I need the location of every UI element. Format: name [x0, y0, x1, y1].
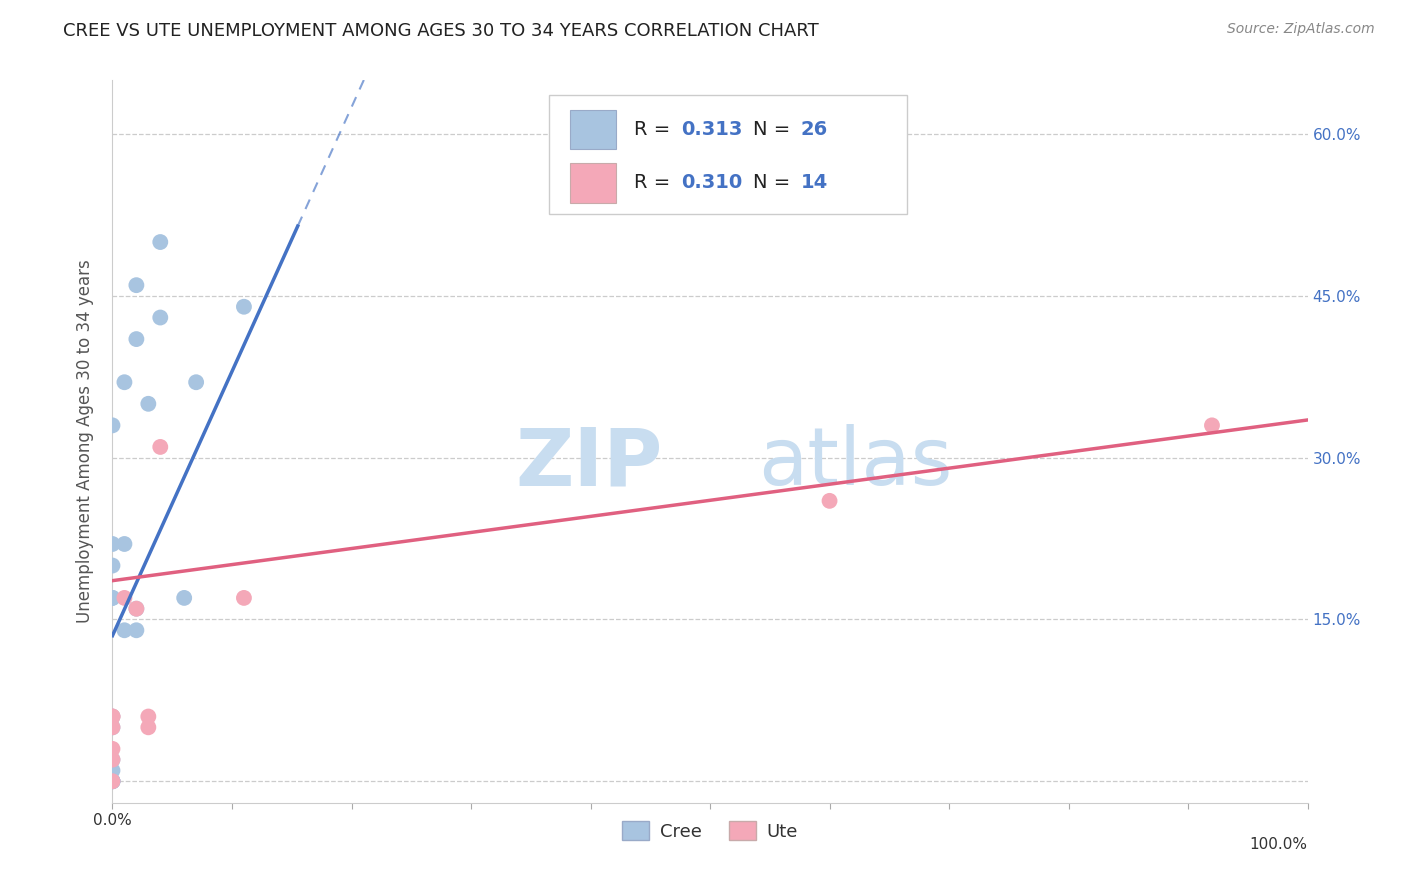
Point [138, 397, 160, 411]
Text: 0.310: 0.310 [682, 173, 742, 193]
Point [101, 709, 124, 723]
Text: R =: R = [634, 120, 676, 139]
Point [101, 753, 124, 767]
Point [125, 332, 148, 346]
Point [125, 601, 148, 615]
Point [101, 537, 124, 551]
Text: atlas: atlas [758, 425, 952, 502]
Text: N =: N = [754, 173, 797, 193]
FancyBboxPatch shape [571, 110, 616, 149]
Point [233, 300, 256, 314]
Point [125, 624, 148, 638]
Text: N =: N = [754, 120, 797, 139]
Point [233, 591, 256, 605]
Point [101, 774, 124, 789]
Point [101, 774, 124, 789]
FancyBboxPatch shape [571, 163, 616, 202]
Point [114, 591, 135, 605]
Point [101, 591, 124, 605]
Point [101, 753, 124, 767]
Text: R =: R = [634, 173, 676, 193]
Point [1201, 418, 1223, 433]
Text: ZIP: ZIP [515, 425, 662, 502]
Point [173, 591, 195, 605]
Point [101, 742, 124, 756]
Point [114, 537, 135, 551]
Text: Source: ZipAtlas.com: Source: ZipAtlas.com [1227, 22, 1375, 37]
Y-axis label: Unemployment Among Ages 30 to 34 years: Unemployment Among Ages 30 to 34 years [76, 260, 94, 624]
Point [101, 558, 124, 573]
Point [101, 764, 124, 778]
Point [818, 493, 841, 508]
Point [138, 720, 160, 734]
Point [149, 440, 172, 454]
Point [101, 709, 124, 723]
Point [149, 235, 172, 249]
Point [125, 278, 148, 293]
Point [101, 720, 124, 734]
Point [149, 310, 172, 325]
Point [101, 774, 124, 789]
Text: 26: 26 [801, 120, 828, 139]
Point [114, 624, 135, 638]
Point [186, 376, 208, 390]
Text: CREE VS UTE UNEMPLOYMENT AMONG AGES 30 TO 34 YEARS CORRELATION CHART: CREE VS UTE UNEMPLOYMENT AMONG AGES 30 T… [63, 22, 820, 40]
Point [101, 720, 124, 734]
Legend: Cree, Ute: Cree, Ute [614, 814, 806, 848]
Point [125, 601, 148, 615]
Text: 0.313: 0.313 [682, 120, 742, 139]
Point [101, 418, 124, 433]
Point [101, 774, 124, 789]
Point [101, 709, 124, 723]
Text: 100.0%: 100.0% [1250, 838, 1308, 853]
FancyBboxPatch shape [548, 95, 907, 214]
Point [101, 591, 124, 605]
Text: 14: 14 [801, 173, 828, 193]
Point [138, 709, 160, 723]
Point [114, 376, 135, 390]
Point [101, 774, 124, 789]
